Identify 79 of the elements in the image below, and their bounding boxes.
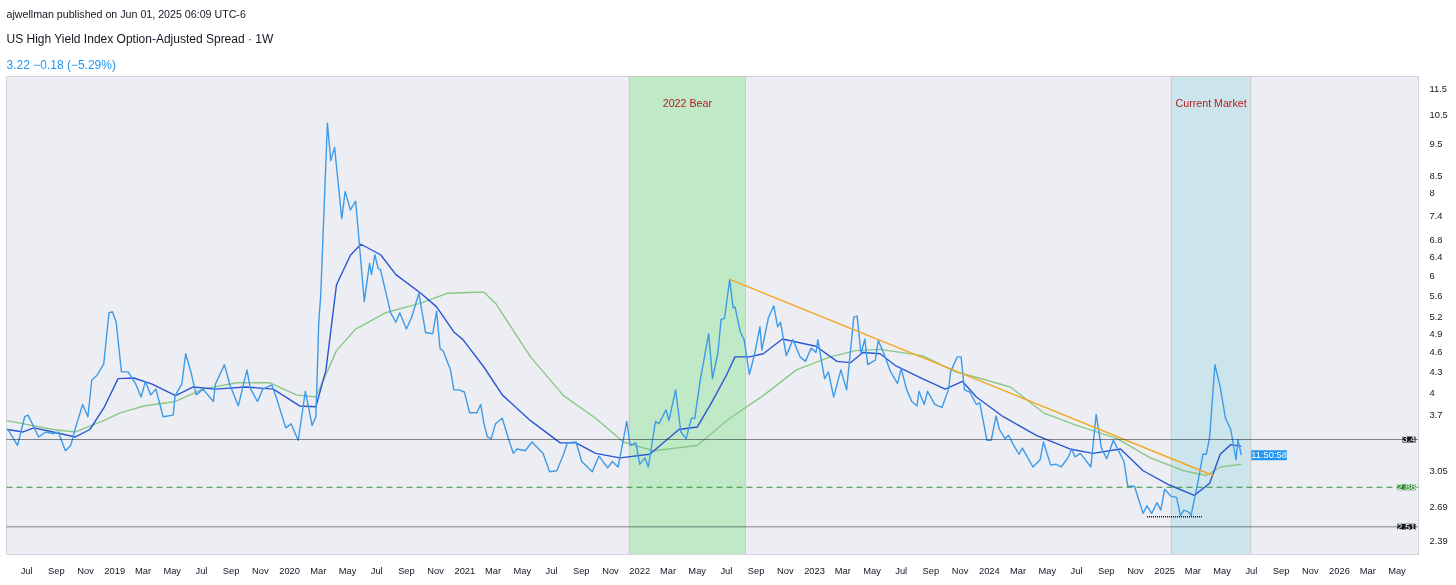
x-tick-label: Nov [77,565,95,576]
y-tick-label: 2.39 [1429,535,1448,546]
x-tick-label: Sep [922,565,940,576]
x-tick-label: 2024 [978,565,1000,576]
x-tick-label: May [1388,565,1407,576]
y-tick-label: 4 [1429,387,1435,398]
y-tick-label: 6.8 [1429,234,1443,245]
x-tick-label: Nov [602,565,620,576]
x-tick-label: May [338,565,357,576]
x-tick-label: 2021 [454,565,476,576]
x-tick-label: Sep [747,565,765,576]
x-tick-label: May [513,565,532,576]
x-tick-label: Sep [1272,565,1290,576]
x-tick-label: Mar [1184,565,1201,576]
x-tick-label: Sep [222,565,240,576]
chart-subtitle: 3.22 −0.18 (−5.29%) [6,57,116,72]
x-tick-label: Jul [1245,565,1258,576]
x-tick-label: Mar [134,565,152,576]
x-tick-label: Jul [20,565,33,576]
x-tick-label: May [1213,565,1232,576]
x-tick-label: Mar [659,565,676,576]
x-tick-label: 2019 [104,565,126,576]
band-label: 2022 Bear [662,96,713,109]
y-tick-label: 5.2 [1429,312,1443,323]
x-tick-label: 2023 [804,565,825,576]
x-tick-label: Jul [195,565,208,576]
x-tick-label: Nov [951,565,969,576]
y-tick-label: 8.5 [1429,170,1443,181]
y-tick-label: 8 [1429,188,1435,199]
y-tick-label: 10.5 [1429,109,1448,120]
ref-line-label: 2.88 [1397,482,1416,493]
y-tick-label: 4.6 [1429,347,1443,358]
x-tick-label: May [1038,565,1057,576]
x-tick-label: May [163,565,182,576]
line-series [6,291,1242,477]
annotation: 11:50:58 [1251,450,1287,461]
x-tick-label: Jul [370,565,383,576]
x-tick-label: 2026 [1329,565,1350,576]
x-tick-label: Sep [398,565,415,576]
x-tick-label: Nov [427,565,445,576]
ref-line-label: 2.51 [1397,521,1416,532]
x-tick-label: Sep [48,565,65,576]
x-tick-label: Sep [1097,565,1115,576]
x-tick-label: 2020 [279,565,300,576]
x-tick-label: Nov [777,565,794,576]
x-tick-label: Sep [572,565,590,576]
y-tick-label: 11.5 [1429,83,1447,94]
x-tick-label: 2022 [629,565,651,576]
x-tick-label: Mar [834,565,851,576]
x-tick-label: Nov [1127,565,1145,576]
chart-title: US High Yield Index Option-Adjusted Spread · 1W [6,31,274,46]
y-tick-label: 6.4 [1429,252,1443,263]
line-series [7,122,1242,517]
y-tick-label: 2.69 [1429,501,1448,512]
x-tick-label: Mar [1010,565,1027,576]
x-tick-label: Mar [310,565,327,576]
text: ajwellman published on Jun 01, 2025 06:09 UTC-6 [6,7,246,20]
y-tick-label: 7.4 [1429,210,1443,221]
x-tick-label: May [863,565,882,576]
x-tick-label: Nov [1301,565,1319,576]
x-tick-label: May [688,565,707,576]
y-tick-label: 3.7 [1429,410,1443,421]
x-tick-label: Mar [1359,565,1376,576]
band-label: Current Market [1175,96,1247,109]
ref-line-label: 3.4 [1402,434,1416,445]
x-tick-label: Jul [720,565,733,576]
y-tick-label: 6 [1429,271,1435,282]
line-series [6,243,1242,497]
x-tick-label: Mar [485,565,502,576]
x-tick-label: Jul [545,565,558,576]
x-tick-label: 2025 [1154,565,1176,576]
x-tick-label: Jul [895,565,908,576]
x-tick-label: Nov [252,565,269,576]
y-tick-label: 4.9 [1429,329,1443,340]
y-tick-label: 9.5 [1429,138,1443,149]
y-tick-label: 5.6 [1429,290,1443,301]
y-tick-label: 4.3 [1429,366,1443,377]
y-tick-label: 3.05 [1429,465,1448,476]
x-tick-label: Jul [1070,565,1083,576]
